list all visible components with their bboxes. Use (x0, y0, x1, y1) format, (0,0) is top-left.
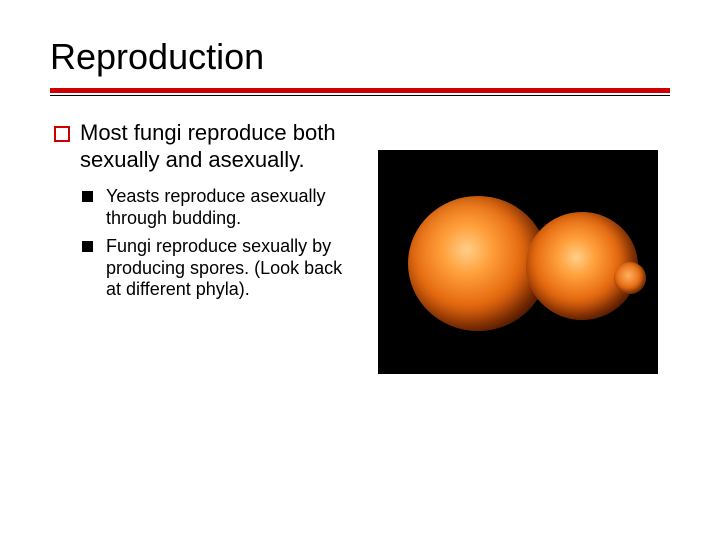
list-item: Most fungi reproduce both sexually and a… (50, 120, 350, 301)
title-rule-thin (50, 95, 670, 96)
list-item: Yeasts reproduce asexually through buddi… (80, 186, 350, 230)
text-column: Most fungi reproduce both sexually and a… (50, 120, 350, 374)
slide: Reproduction Most fungi reproduce both s… (0, 0, 720, 540)
bullet-list-level2: Yeasts reproduce asexually through buddi… (80, 186, 350, 302)
bud-shape (614, 262, 646, 294)
list-item: Fungi reproduce sexually by producing sp… (80, 236, 350, 302)
title-rule-thick (50, 88, 670, 93)
yeast-budding-image (378, 150, 658, 374)
image-column (366, 120, 670, 374)
bullet-list-level1: Most fungi reproduce both sexually and a… (50, 120, 350, 301)
bullet-text: Most fungi reproduce both sexually and a… (80, 120, 336, 172)
content-row: Most fungi reproduce both sexually and a… (50, 120, 670, 374)
bullet-text: Yeasts reproduce asexually through buddi… (106, 186, 325, 228)
bullet-text: Fungi reproduce sexually by producing sp… (106, 236, 342, 300)
slide-title: Reproduction (50, 36, 670, 78)
